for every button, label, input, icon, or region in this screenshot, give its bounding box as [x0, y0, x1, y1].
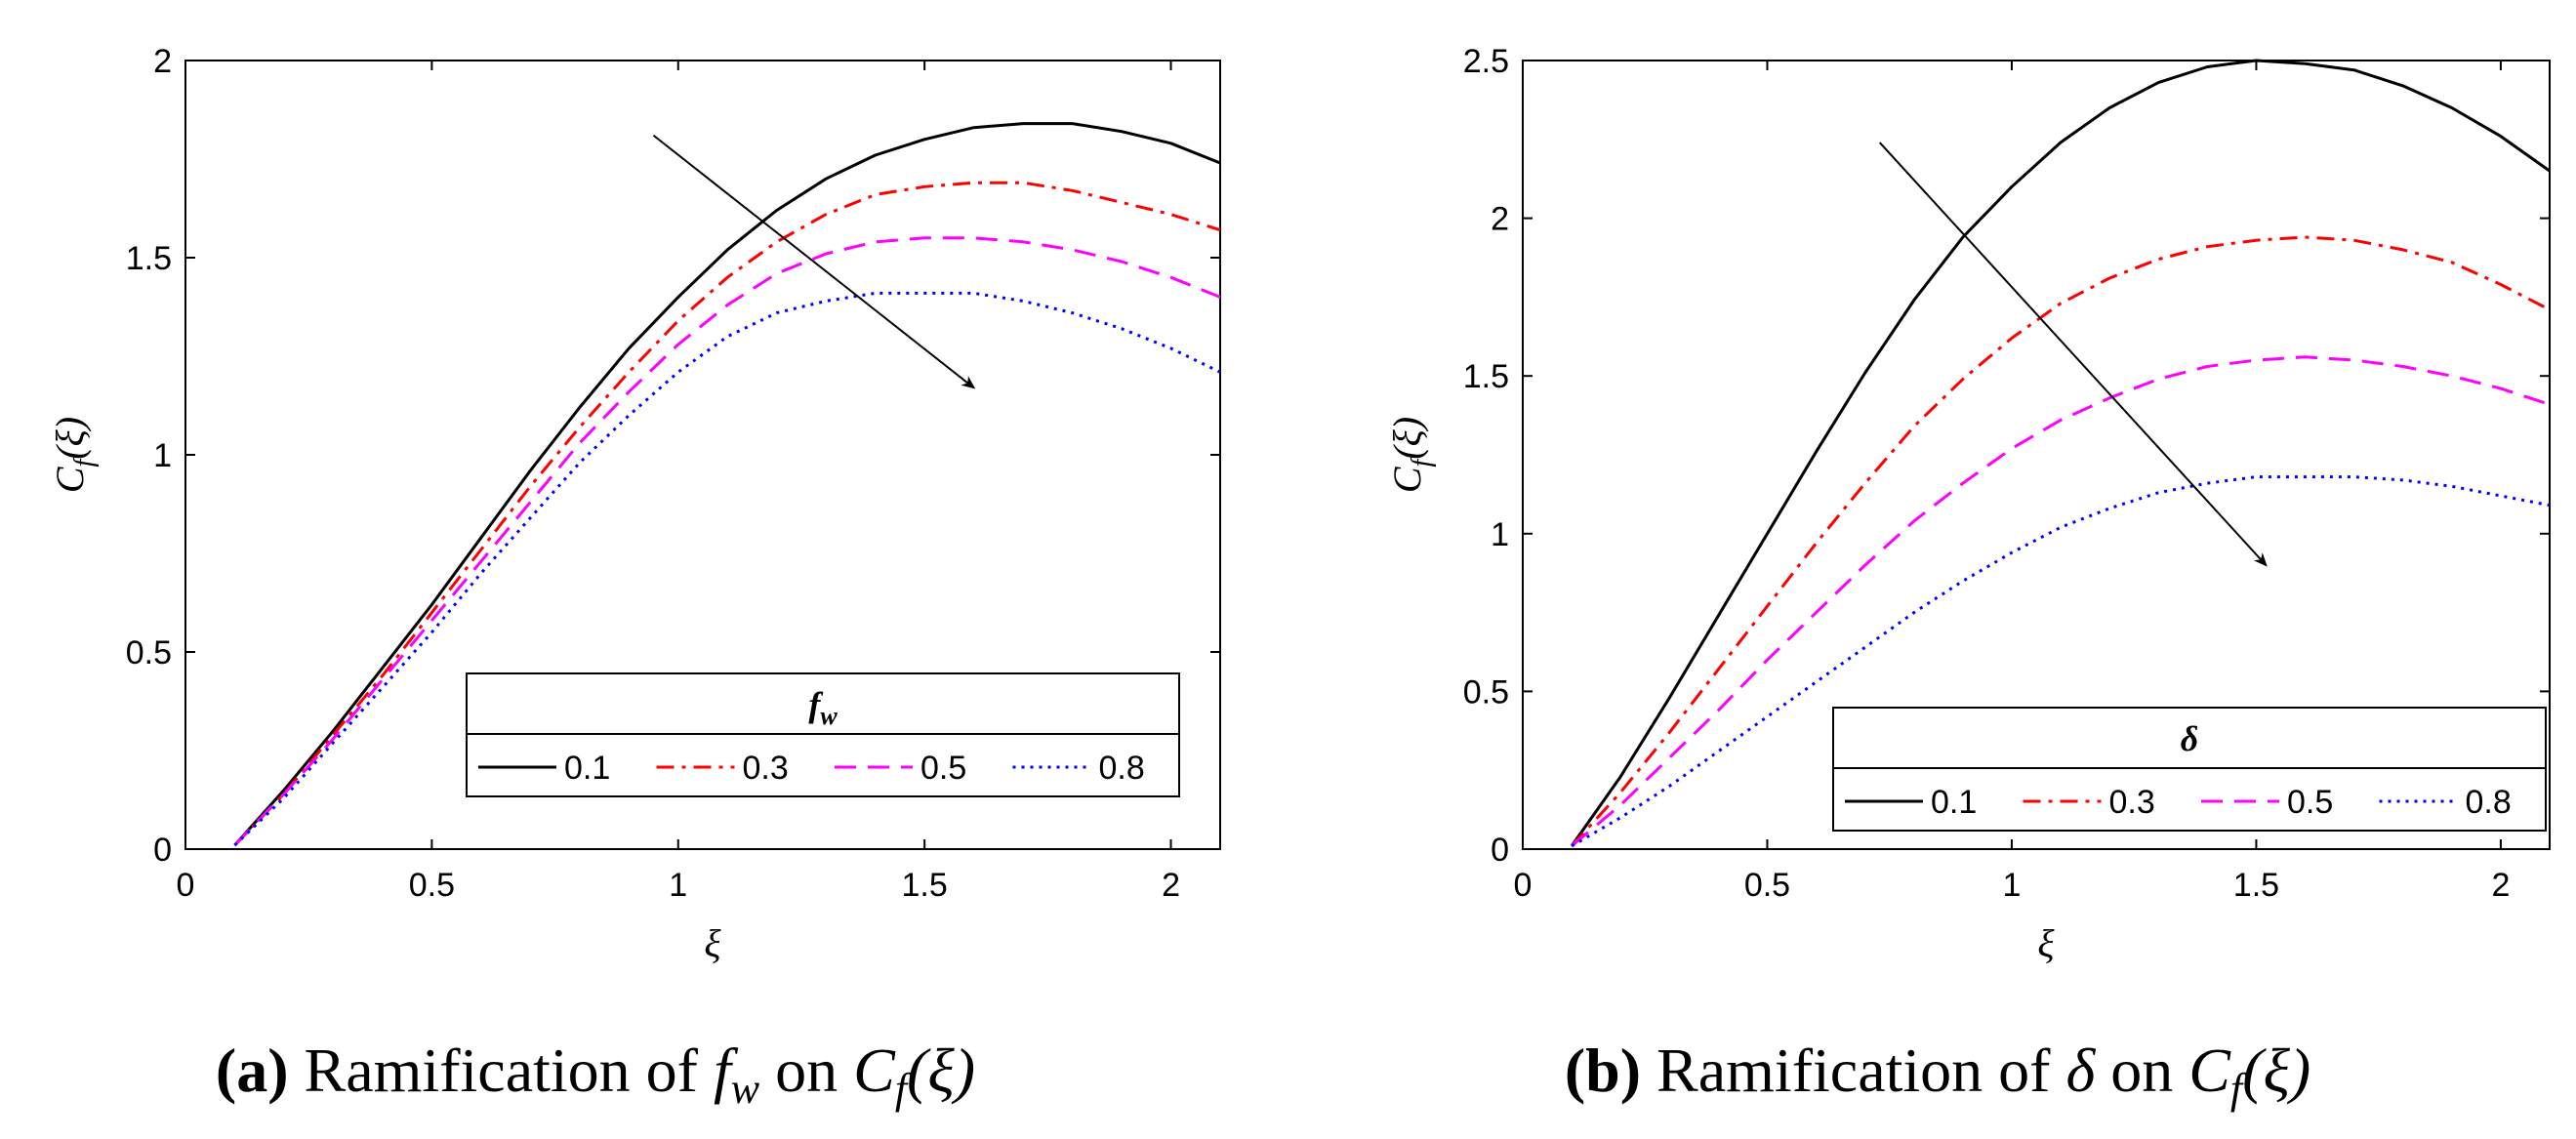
y-tick-label-a-2: 1 [153, 437, 172, 474]
x-tick-label-a-1: 0.5 [409, 867, 455, 904]
y-axis-label-sub-a: f [69, 456, 100, 467]
legend-title-sub-a: w [820, 702, 838, 730]
y-tick-label-a-3: 1.5 [126, 240, 172, 277]
x-axis-label-b: ξ [2037, 921, 2055, 965]
x-tick-label-a-2: 1 [669, 867, 687, 904]
x-tick-label-b-3: 1.5 [2233, 867, 2279, 904]
caption-a: (a) Ramification of fw on Cf(ξ) [216, 1036, 975, 1113]
x-tick-label-b-0: 0 [1514, 867, 1533, 904]
y-axis-label-arg-b: (ξ) [1385, 417, 1429, 460]
series-line-b-0.1 [1570, 59, 2551, 847]
trend-arrow-b [1878, 142, 2268, 567]
caption-b-symbol: δ [2065, 1036, 2096, 1105]
x-tick-label-b-1: 0.5 [1744, 867, 1790, 904]
x-tick-label-b-4: 2 [2491, 867, 2510, 904]
y-tick-label-b-5: 2.5 [1463, 43, 1509, 80]
series-line-a-0.5 [233, 236, 1221, 847]
x-axis-label-a: ξ [704, 921, 721, 965]
legend-title-main-b: δ [2181, 719, 2198, 758]
y-axis-label-arg-a: (ξ) [48, 417, 92, 460]
plot-frame-b [1522, 60, 2551, 850]
y-tick-label-b-4: 2 [1491, 201, 1509, 238]
caption-b-func-arg: (ξ) [2242, 1036, 2310, 1105]
y-axis-label-main-a: C [48, 466, 92, 493]
caption-b-middle: on [2095, 1036, 2188, 1105]
legend-label-a-0.3: 0.3 [743, 750, 789, 787]
y-tick-label-b-2: 1 [1491, 516, 1509, 553]
caption-a-func-arg: (ξ) [907, 1036, 975, 1105]
caption-a-func: C [853, 1036, 896, 1105]
y-tick-label-b-0: 0 [1491, 832, 1509, 869]
panel-b: 0 0.5 1 1.5 2 0 0.5 1 1.5 2 2.5 ξ Cf(ξ) δ 0.1 0.3 0.5 0.8 [1385, 43, 2551, 965]
series-line-b-0.8 [1571, 475, 2551, 848]
caption-b-letter: (b) [1565, 1036, 1641, 1105]
x-tick-label-b-2: 1 [2002, 867, 2021, 904]
legend-b: δ 0.1 0.3 0.5 0.8 [1832, 707, 2547, 832]
legend-a: fw 0.1 0.3 0.5 0.8 [466, 672, 1180, 797]
y-tick-label-a-1: 0.5 [126, 634, 172, 671]
y-axis-label-sub-b: f [1407, 456, 1437, 467]
trend-arrow-a [652, 134, 976, 389]
series-line-a-0.8 [233, 291, 1221, 847]
legend-label-b-0.3: 0.3 [2109, 784, 2155, 821]
y-axis-label-a: Cf(ξ) [48, 417, 100, 493]
legend-title-a: fw [808, 685, 838, 730]
caption-b: (b) Ramification of δ on Cf(ξ) [1565, 1036, 2310, 1113]
legend-title-b: δ [2181, 719, 2198, 758]
x-tick-label-a-3: 1.5 [902, 867, 948, 904]
caption-a-symbol-sub: w [731, 1065, 760, 1113]
legend-label-b-0.1: 0.1 [1931, 784, 1977, 821]
legend-label-a-0.1: 0.1 [564, 750, 610, 787]
x-tick-label-a-4: 2 [1162, 867, 1180, 904]
series-line-b-0.3 [1570, 235, 2551, 847]
caption-a-letter: (a) [216, 1036, 289, 1105]
y-axis-label-b: Cf(ξ) [1385, 417, 1437, 493]
y-tick-label-a-4: 2 [153, 43, 172, 80]
caption-a-prefix: Ramification of [289, 1036, 714, 1105]
caption-b-prefix: Ramification of [1641, 1036, 2065, 1105]
legend-label-b-0.8: 0.8 [2466, 784, 2512, 821]
y-axis-label-main-b: C [1385, 466, 1429, 493]
legend-label-a-0.8: 0.8 [1099, 750, 1145, 787]
caption-b-func: C [2188, 1036, 2231, 1105]
legend-label-a-0.5: 0.5 [920, 750, 966, 787]
series-line-b-0.5 [1571, 355, 2551, 847]
legend-label-b-0.5: 0.5 [2287, 784, 2333, 821]
series-line-a-0.3 [233, 181, 1221, 847]
y-tick-label-b-3: 1.5 [1463, 358, 1509, 395]
y-tick-label-a-0: 0 [153, 832, 172, 869]
legend-title-main-a: f [808, 685, 823, 724]
y-tick-label-b-1: 0.5 [1463, 673, 1509, 711]
series-line-a-0.1 [233, 122, 1221, 846]
x-tick-label-a-0: 0 [177, 867, 195, 904]
caption-a-middle: on [759, 1036, 853, 1105]
